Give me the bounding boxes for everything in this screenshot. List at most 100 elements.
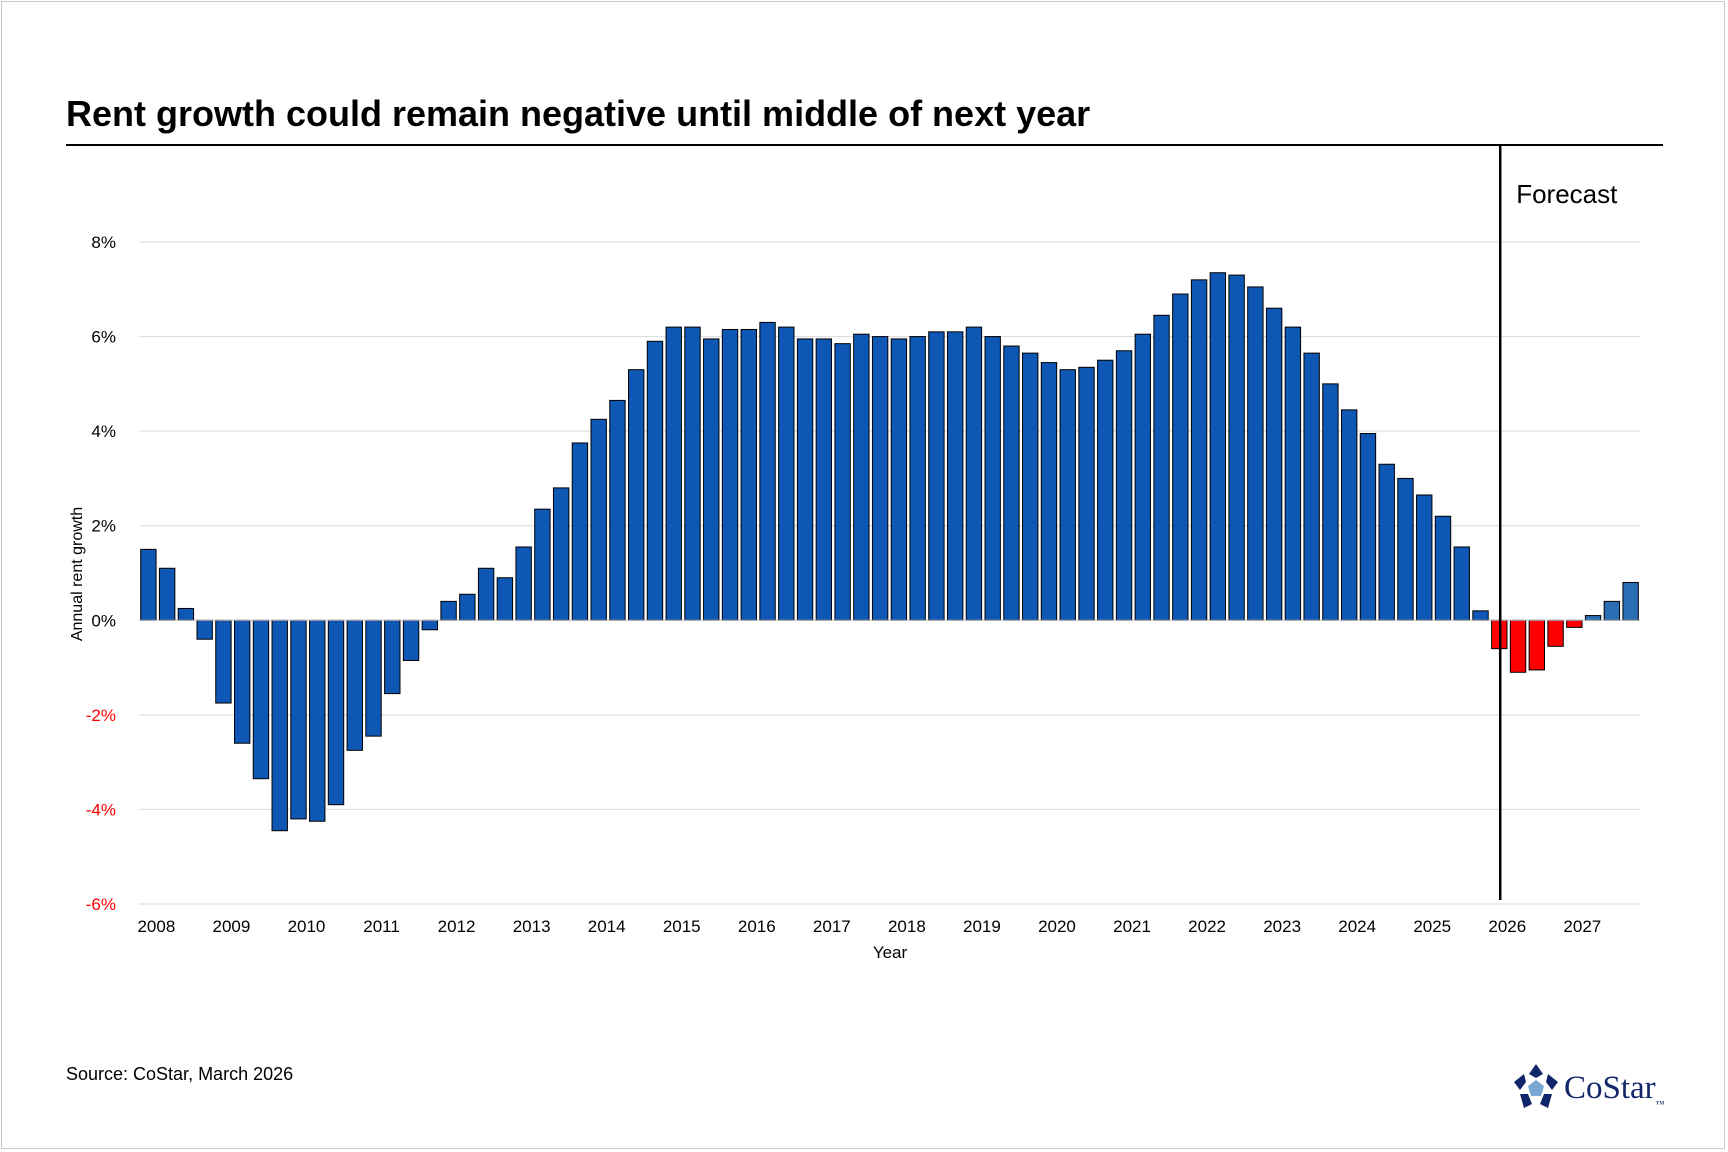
x-tick-label: 2017	[813, 917, 851, 936]
bar	[965, 326, 983, 621]
logo-tm: ™	[1655, 1099, 1665, 1109]
bar	[1153, 314, 1170, 621]
bar	[890, 338, 908, 621]
y-tick-label: 4%	[91, 422, 116, 441]
bar	[327, 619, 345, 806]
y-tick-label: 2%	[91, 517, 116, 536]
bar	[384, 619, 401, 695]
bar	[515, 546, 532, 621]
bar	[140, 548, 157, 621]
bar	[440, 600, 457, 621]
x-tick-label: 2021	[1113, 917, 1151, 936]
x-axis-title: Year	[873, 943, 908, 962]
bar	[158, 567, 176, 621]
y-tick-label: -4%	[86, 800, 116, 819]
bar	[1097, 359, 1114, 621]
x-tick-label: 2024	[1338, 917, 1376, 936]
y-tick-label: 8%	[91, 233, 116, 252]
forecast-label: Forecast	[1516, 179, 1618, 209]
bar	[1284, 326, 1302, 621]
x-tick-label: 2019	[963, 917, 1001, 936]
bar	[1040, 362, 1058, 621]
logo-wordmark: CoStar™	[1564, 1070, 1665, 1109]
bar	[684, 326, 701, 621]
bar	[703, 338, 720, 621]
x-tick-label: 2014	[588, 917, 626, 936]
source-note: Source: CoStar, March 2026	[66, 1064, 294, 1084]
bar	[1397, 477, 1414, 621]
bar	[271, 619, 288, 832]
bar	[1190, 279, 1208, 621]
x-tick-label: 2025	[1413, 917, 1451, 936]
bar	[1265, 307, 1283, 621]
bar	[834, 343, 851, 621]
bar	[721, 328, 739, 621]
bar	[1303, 352, 1320, 621]
bar	[1603, 600, 1621, 621]
costar-star-icon	[1514, 1064, 1558, 1108]
bar	[778, 326, 795, 621]
bar	[459, 593, 476, 621]
x-tick-label: 2027	[1563, 917, 1601, 936]
bar	[534, 508, 551, 621]
bar	[590, 418, 607, 621]
bar	[477, 567, 495, 621]
bar	[759, 321, 776, 621]
bar	[1378, 463, 1395, 621]
x-tick-label: 2008	[137, 917, 175, 936]
bar	[1003, 345, 1020, 621]
bar	[196, 619, 213, 640]
bar	[309, 619, 326, 822]
bar	[946, 331, 964, 621]
bar	[571, 442, 589, 621]
bar	[1453, 546, 1470, 621]
y-tick-label: -6%	[86, 895, 116, 914]
bar	[1078, 366, 1095, 621]
x-tick-label: 2012	[438, 917, 476, 936]
y-axis-title: Annual rent growth	[69, 507, 86, 641]
bar	[1228, 274, 1245, 621]
bar	[1059, 369, 1076, 621]
bar	[815, 338, 833, 621]
x-tick-label: 2026	[1488, 917, 1526, 936]
bar	[871, 336, 889, 621]
bar	[1472, 610, 1489, 621]
bar	[665, 326, 682, 621]
bar	[628, 369, 645, 621]
bar	[1359, 433, 1377, 621]
bar	[346, 619, 363, 751]
y-tick-label: 6%	[91, 328, 116, 347]
bar	[1566, 619, 1583, 628]
chart-title: Rent growth could remain negative until …	[66, 93, 1091, 134]
bar	[1134, 333, 1151, 621]
bar	[177, 607, 195, 621]
bar	[421, 619, 439, 631]
bar	[1528, 619, 1545, 671]
bar	[609, 399, 626, 621]
bar	[1509, 619, 1527, 673]
bar	[796, 338, 814, 621]
y-tick-label: 0%	[91, 611, 116, 630]
x-tick-label: 2011	[363, 917, 400, 936]
bar	[365, 619, 382, 737]
costar-logo: CoStar™	[1512, 1062, 1668, 1114]
x-tick-label: 2013	[513, 917, 551, 936]
title-divider	[66, 144, 1663, 146]
bar	[1022, 352, 1039, 621]
bar	[740, 328, 757, 621]
x-tick-label: 2015	[663, 917, 701, 936]
bar	[1115, 350, 1133, 621]
bar	[1547, 619, 1564, 647]
bar	[252, 619, 270, 780]
bar	[552, 487, 570, 621]
bar	[1209, 272, 1227, 621]
x-tick-label: 2009	[213, 917, 251, 936]
bar	[215, 619, 232, 704]
bar	[234, 619, 251, 744]
bar	[646, 340, 664, 621]
bar	[1340, 409, 1358, 621]
bar	[1416, 494, 1433, 621]
x-tick-label: 2016	[738, 917, 776, 936]
bar	[909, 336, 926, 621]
